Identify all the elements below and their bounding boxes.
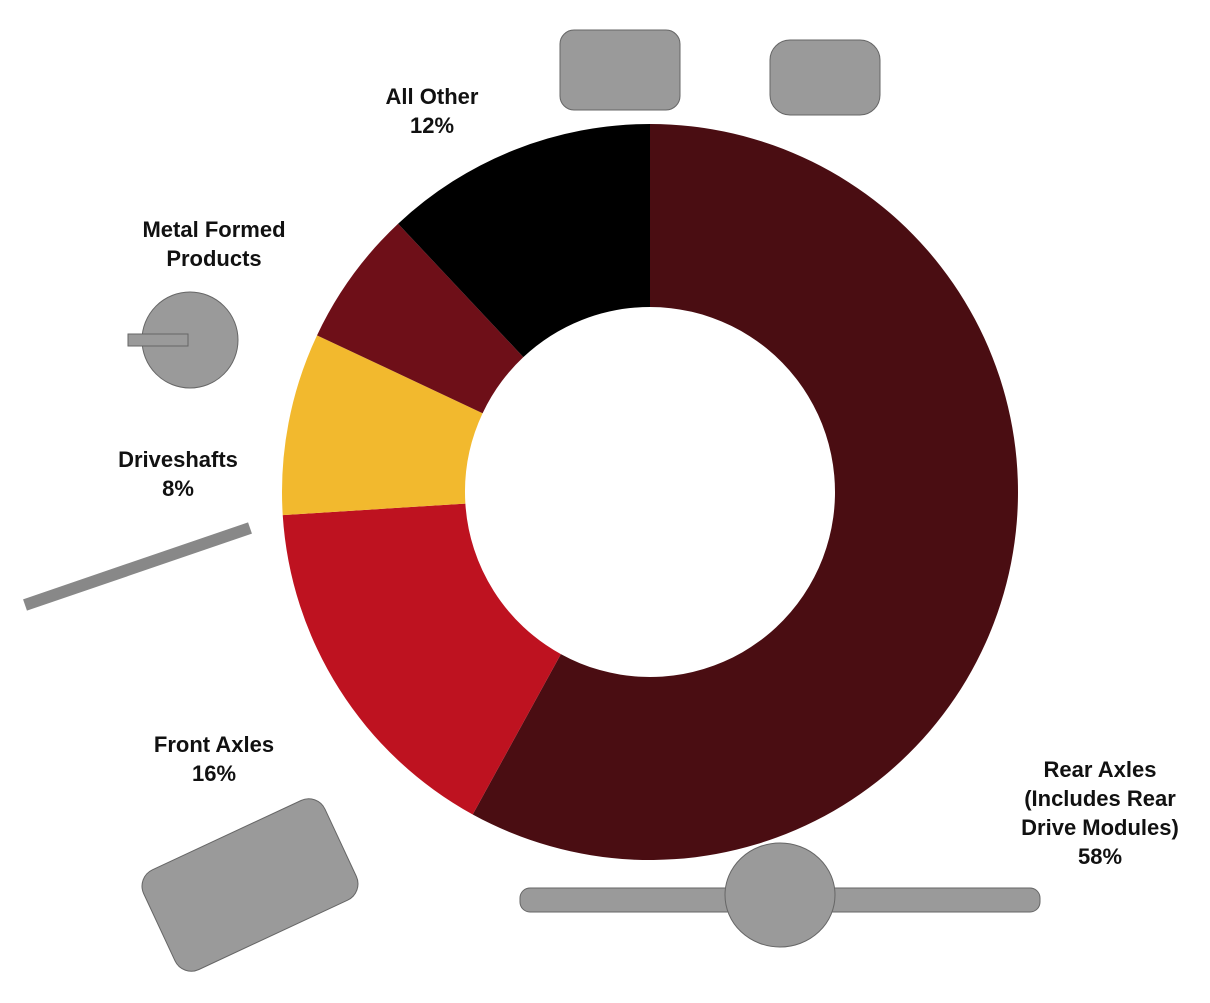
category-label: Metal Formed Products [142,217,286,271]
slice-label: Rear Axles (Includes Rear Drive Modules)… [1000,755,1200,871]
value-label: 8% [162,476,194,501]
module-image [769,39,881,116]
category-label: Rear Axles (Includes Rear Drive Modules) [1021,757,1179,840]
category-label: All Other [385,84,479,109]
category-label: Front Axles [153,732,275,757]
category-label: Driveshafts [118,447,238,472]
front-axle-image [141,798,359,972]
slice-label: Front Axles 16% [104,730,324,788]
value-label: 58% [1077,844,1123,869]
donut-slice [317,223,524,414]
transfer-case-image [559,29,681,111]
slice-label: All Other 12% [322,82,542,140]
donut-slice [282,503,561,815]
product-image [23,29,1041,972]
value-label: 12% [409,113,455,138]
slice-label: Driveshafts 8% [68,445,288,503]
driveshaft-image [23,522,252,611]
slice-label: Metal Formed Products [104,215,324,273]
donut-slice [282,335,483,516]
value-label: 16% [191,761,237,786]
rear-axle-housing-image [724,842,836,948]
donut-slice [472,124,1019,860]
gear-shaft-image [127,333,189,347]
donut-slice [398,124,650,358]
